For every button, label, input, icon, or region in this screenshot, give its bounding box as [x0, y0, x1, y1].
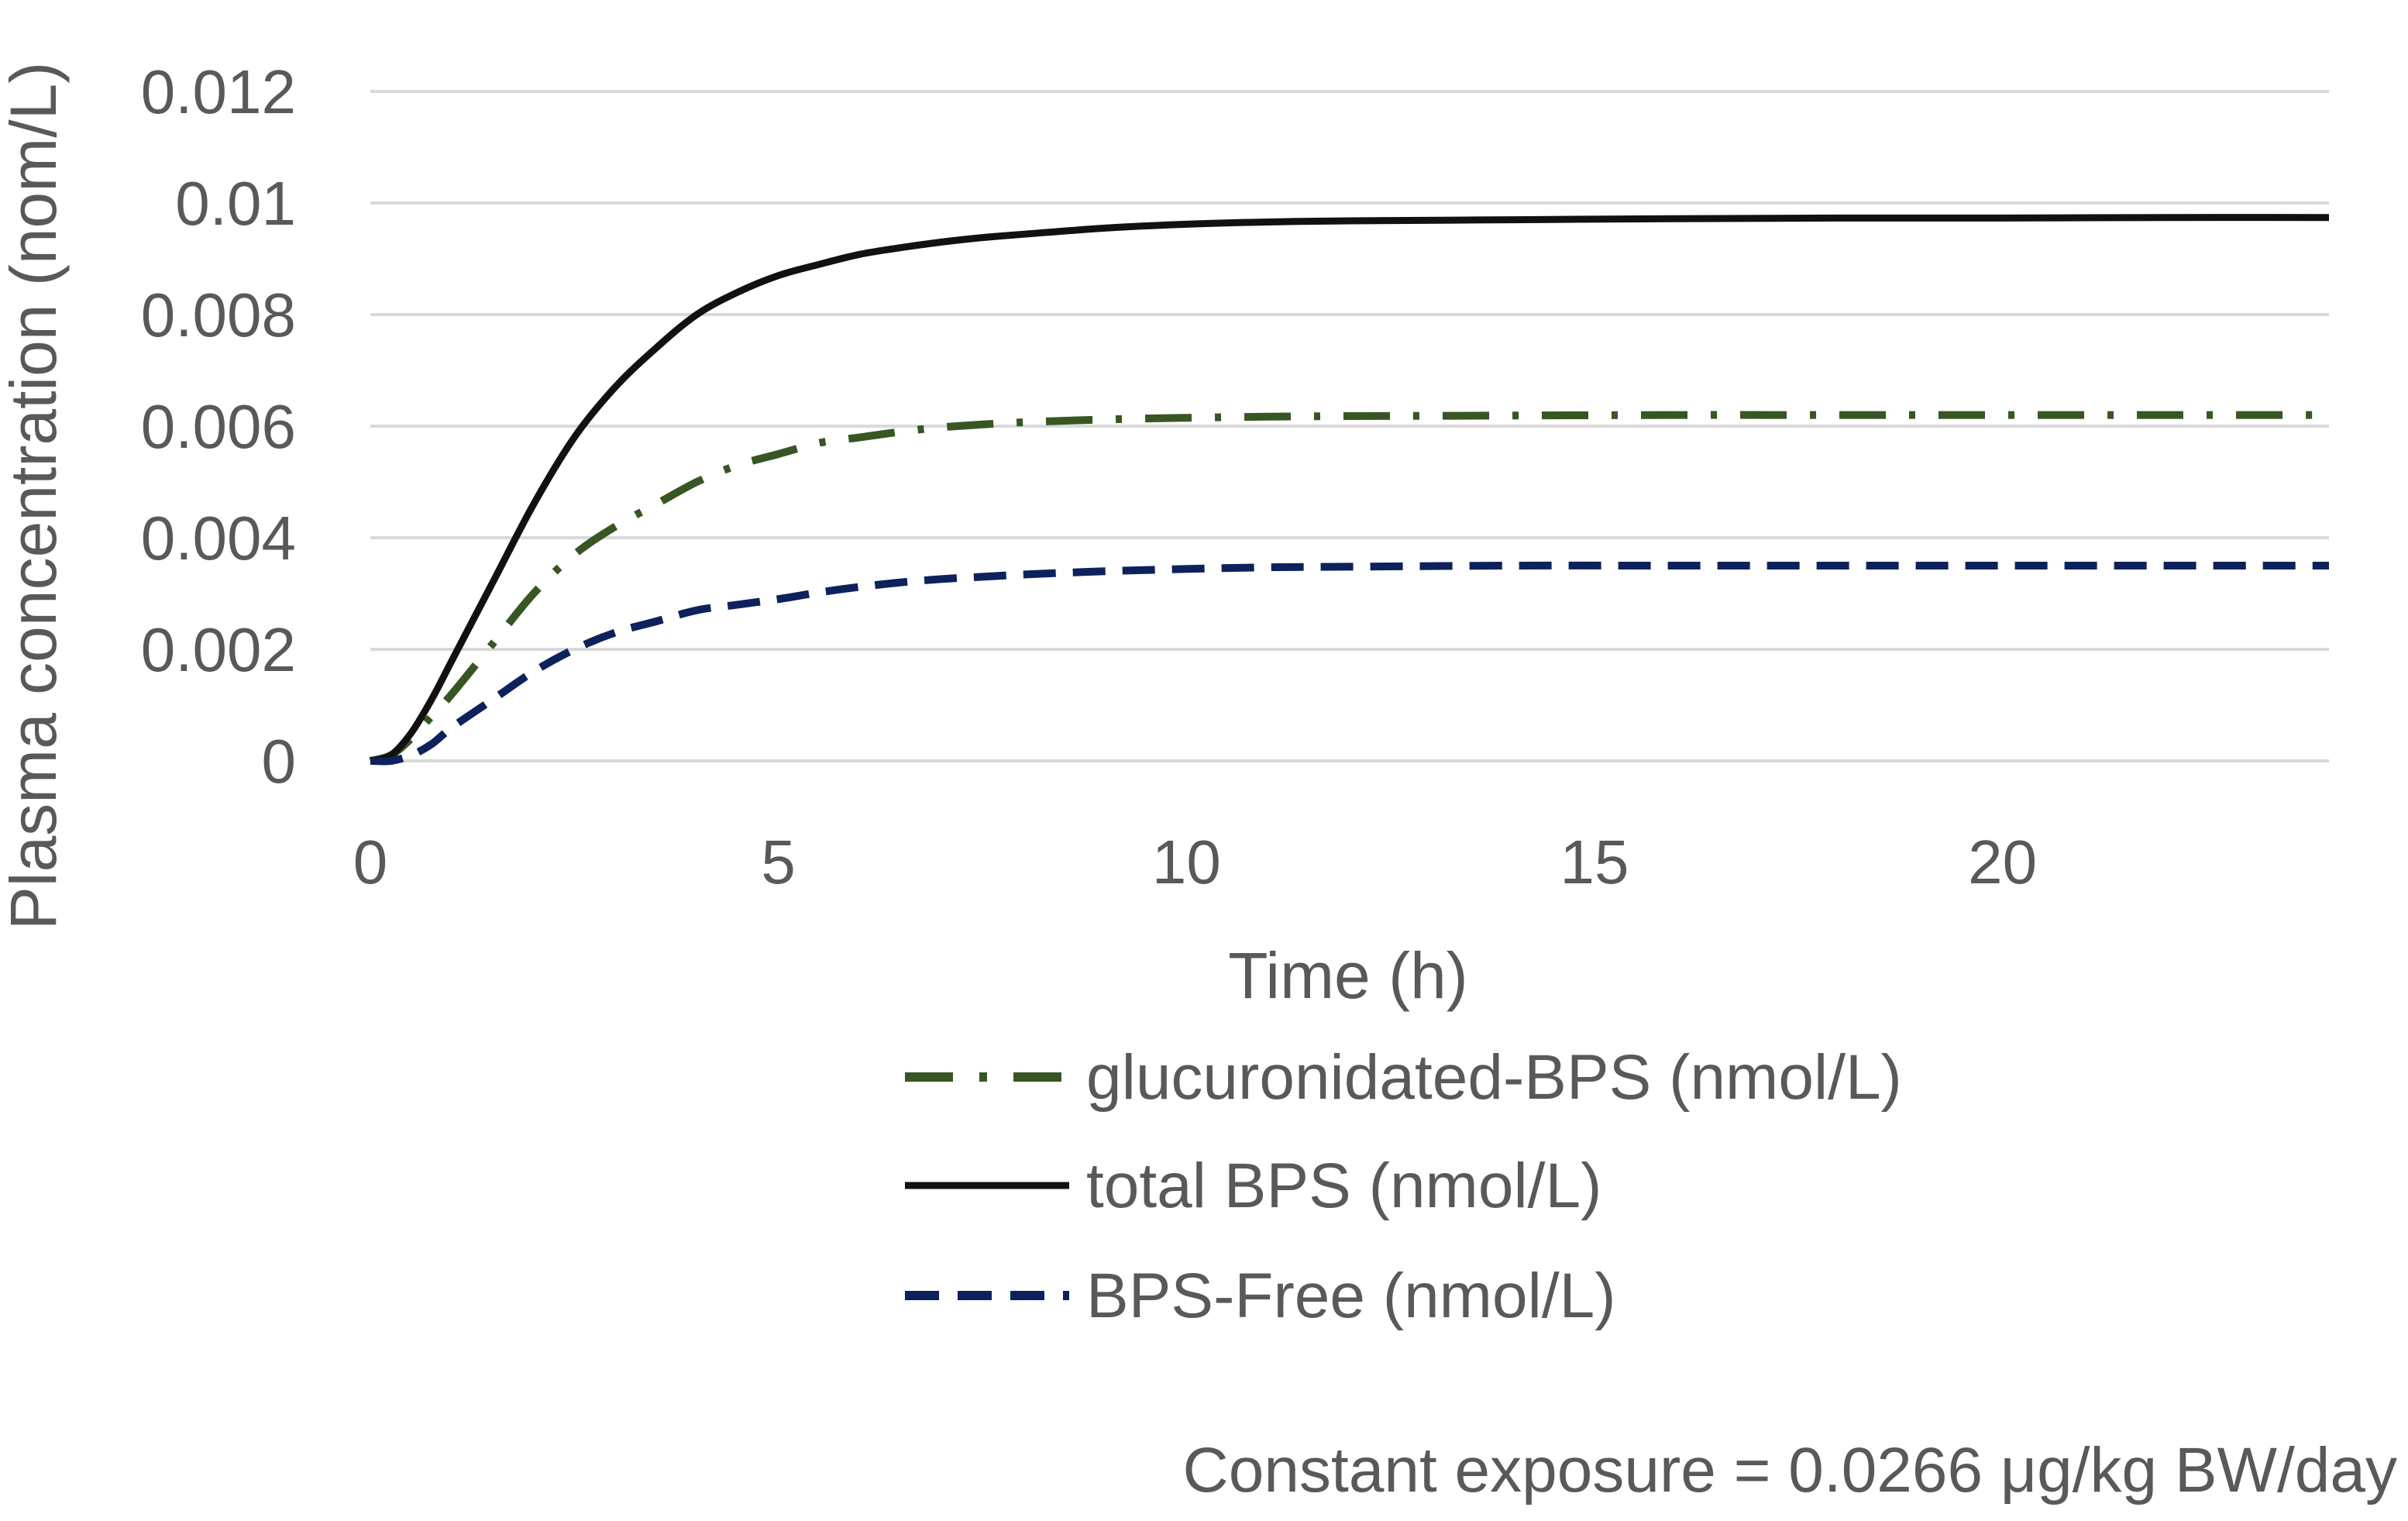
x-tick-label-3: 15 — [1560, 828, 1629, 896]
x-tick-label-4: 20 — [1968, 828, 2037, 896]
series-bps-free-line — [370, 561, 2329, 766]
exposure-caption: Constant exposure = 0.0266 μg/kg BW/day — [1183, 1435, 2397, 1506]
y-tick-label-2: 0.004 — [141, 504, 296, 573]
series-glucuronidated-bps-line — [369, 411, 2329, 765]
y-tick-label-6: 0.012 — [141, 57, 296, 126]
gridlines — [370, 90, 2329, 762]
y-tick-label-4: 0.008 — [141, 280, 296, 349]
y-tick-label-3: 0.006 — [141, 392, 296, 461]
series-lines — [369, 214, 2330, 766]
y-tick-label-0: 0 — [262, 727, 297, 796]
series-total-bps-line — [369, 214, 2330, 765]
x-tick-label-1: 5 — [761, 828, 796, 896]
y-axis-ticks: 0 0.002 0.004 0.006 0.008 0.01 0.012 — [141, 57, 296, 796]
x-axis-title: Time (h) — [1228, 939, 1468, 1012]
y-tick-label-1: 0.002 — [141, 615, 296, 684]
x-axis-ticks: 0 5 10 15 20 — [353, 828, 2037, 896]
x-tick-label-2: 10 — [1152, 828, 1221, 896]
y-tick-label-5: 0.01 — [175, 169, 296, 238]
x-tick-label-0: 0 — [353, 828, 388, 896]
legend-total-bps-label: total BPS (nmol/L) — [1086, 1151, 1601, 1221]
legend-glucuronidated-bps-label: glucuronidated-BPS (nmol/L) — [1086, 1042, 1902, 1113]
legend: glucuronidated-BPS (nmol/L) total BPS (nm… — [905, 1042, 1902, 1331]
y-axis-title: Plasma concentration (nom/L) — [0, 62, 70, 931]
legend-bps-free-label: BPS-Free (nmol/L) — [1086, 1261, 1616, 1331]
